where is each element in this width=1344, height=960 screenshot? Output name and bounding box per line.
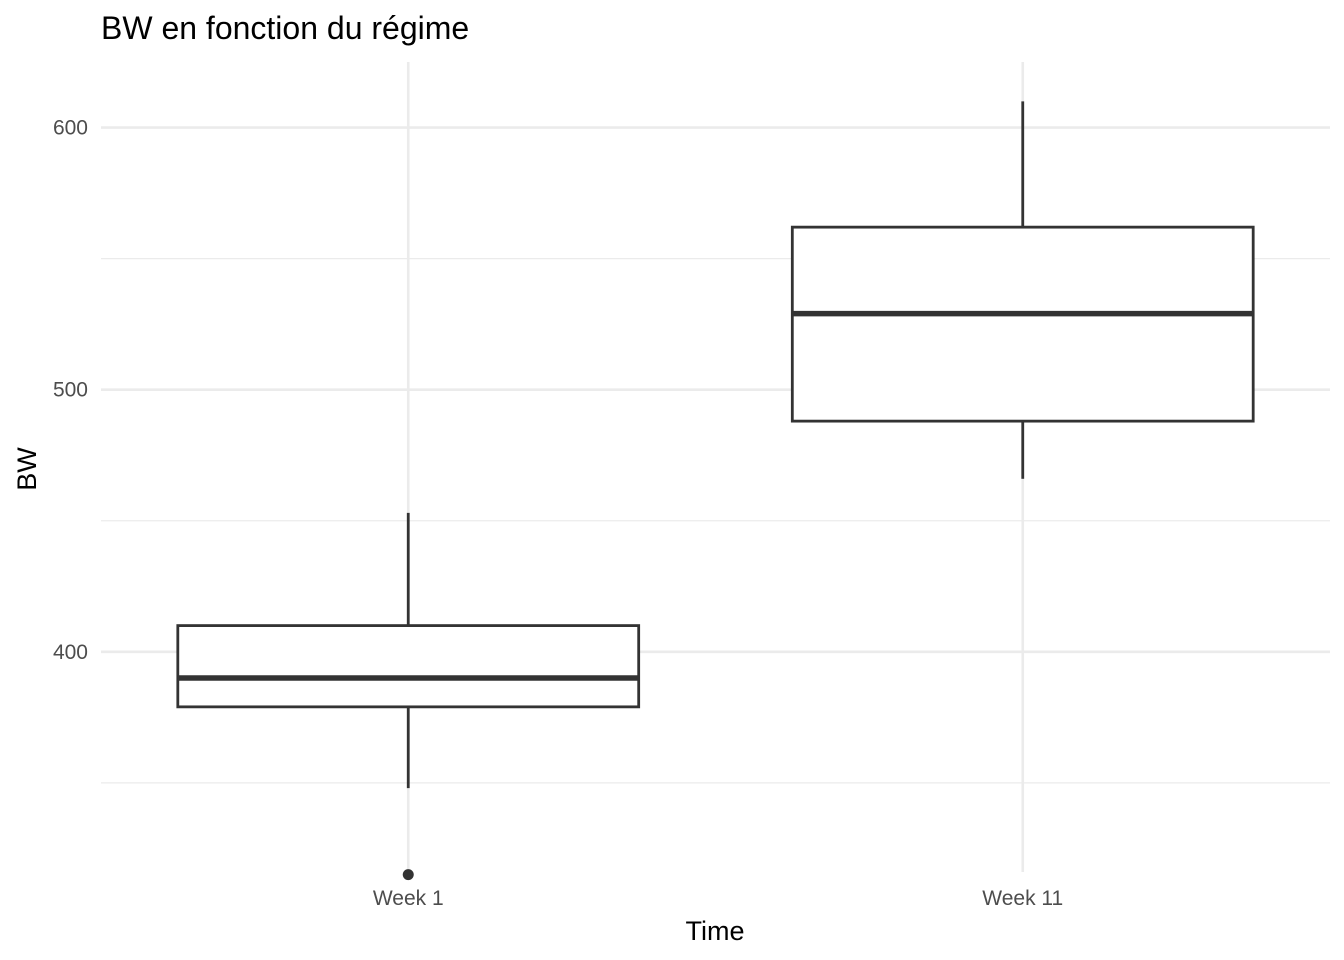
y-tick-label: 400 [53, 641, 88, 664]
ticks-layer: 400 500 600 Week 1 Week 11 [53, 117, 1063, 910]
outlier-point [402, 869, 414, 881]
marks-layer [176, 101, 1255, 881]
y-axis-title: BW [12, 447, 42, 491]
x-tick-label: Week 1 [373, 887, 444, 910]
box-body [790, 225, 1255, 423]
box-2 [790, 101, 1255, 479]
grid-layer [101, 62, 1330, 872]
x-axis-title: Time [686, 916, 745, 946]
box-1 [176, 512, 641, 881]
chart-title: BW en fonction du régime [101, 10, 469, 46]
y-tick-label: 600 [53, 117, 88, 140]
box-body [176, 624, 641, 709]
x-tick-label: Week 11 [982, 887, 1063, 910]
y-tick-label: 500 [53, 379, 88, 402]
